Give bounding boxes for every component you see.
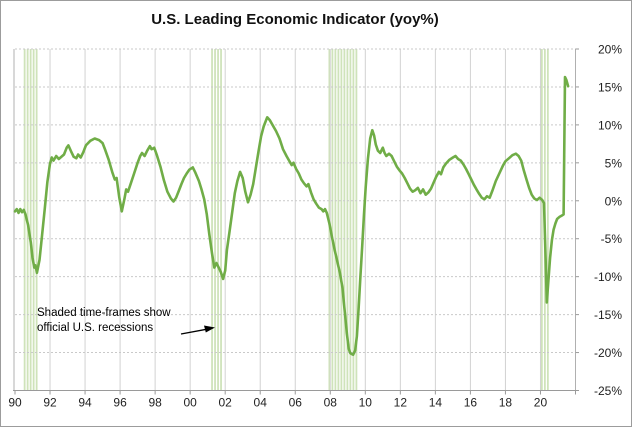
x-axis-label: 06 [289, 396, 303, 410]
x-axis-label: 10 [359, 396, 373, 410]
y-axis-label: 20% [598, 43, 622, 57]
x-axis-label: 20 [534, 396, 548, 410]
y-axis-label: 10% [598, 118, 622, 132]
x-axis-label: 18 [499, 396, 513, 410]
annotation-note: Shaded time-frames show official U.S. re… [37, 306, 171, 336]
annotation-line-2: official U.S. recessions [37, 322, 154, 334]
y-axis-label: 15% [598, 80, 622, 94]
y-axis-label: -15% [594, 308, 622, 322]
lei-line [13, 75, 570, 357]
annotation-arrow-head [204, 325, 215, 333]
y-axis-label: 5% [605, 156, 623, 170]
x-axis-label: 90 [8, 396, 22, 410]
x-axis-label: 92 [43, 396, 57, 410]
y-axis-label: -25% [594, 384, 622, 398]
x-axis-label: 94 [78, 396, 92, 410]
x-axis-label: 98 [148, 396, 162, 410]
x-axis-label: 08 [324, 396, 338, 410]
y-axis-label: -5% [601, 232, 623, 246]
y-axis-label: -20% [594, 346, 622, 360]
x-axis-label: 04 [254, 396, 268, 410]
x-axis-label: 12 [394, 396, 408, 410]
x-axis-label: 14 [429, 396, 443, 410]
x-axis-label: 96 [113, 396, 127, 410]
x-axis-label: 16 [464, 396, 478, 410]
x-axis-label: 00 [183, 396, 197, 410]
x-axis-label: 02 [219, 396, 233, 410]
y-axis-label: -10% [594, 270, 622, 284]
y-axis-label: 0% [605, 194, 623, 208]
annotation-arrow-shaft [180, 328, 208, 335]
chart-title: U.S. Leading Economic Indicator (yoy%) [151, 11, 439, 28]
annotation-line-1: Shaded time-frames show [37, 307, 171, 319]
